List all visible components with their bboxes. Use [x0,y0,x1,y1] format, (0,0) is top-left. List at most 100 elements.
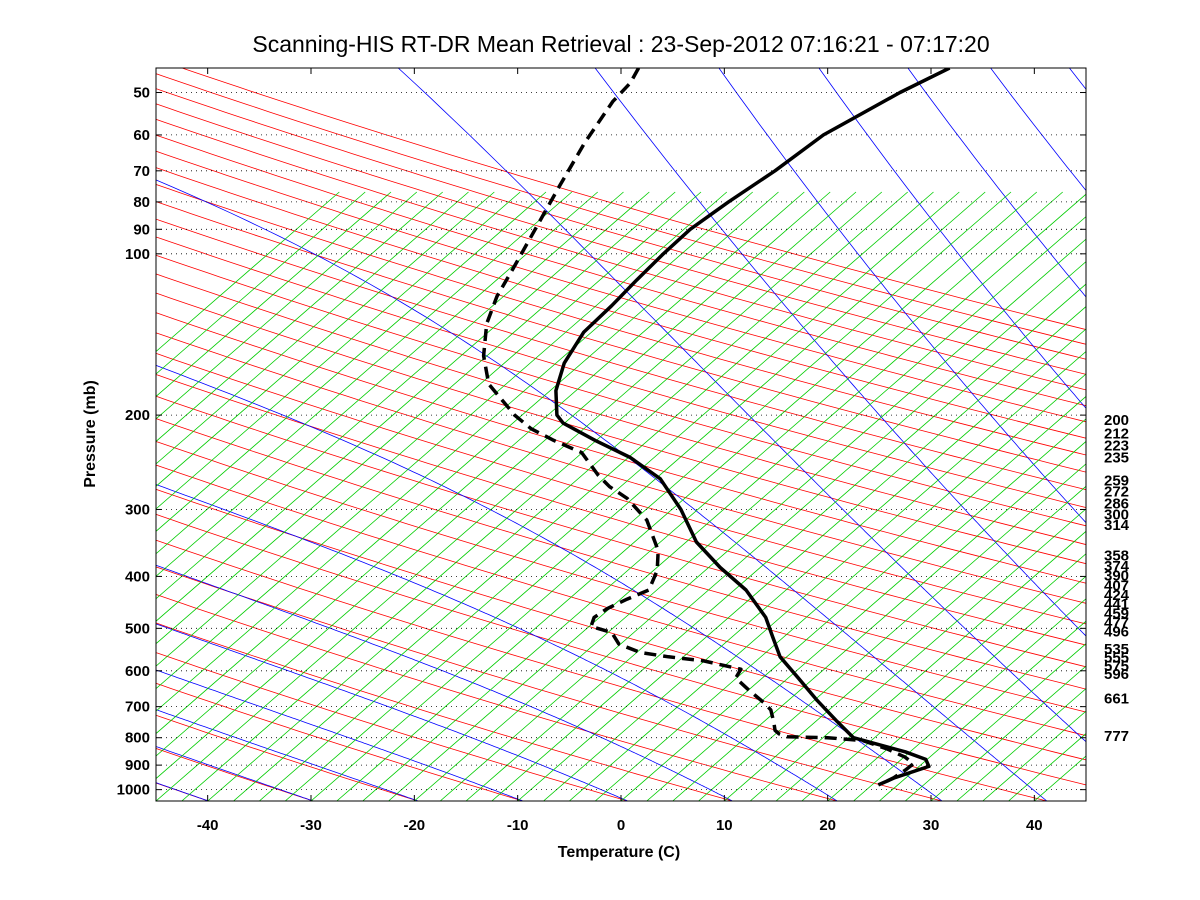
right-pressure-label: 212 [1104,426,1129,443]
right-pressure-label: 596 [1104,666,1129,683]
mixing-ratio-line [156,191,624,600]
dry-adiabat-line [156,566,943,801]
right-pressure-label: 300 [1104,507,1129,524]
mixing-ratio-line [775,530,1086,801]
dry-adiabat-line [156,513,1086,786]
mixing-ratio-line [904,643,1086,801]
right-pressure-label: 555 [1104,650,1129,667]
mixing-ratio-line [156,191,392,397]
x-tick-label: 0 [617,817,625,834]
dry-adiabat-line [156,201,1086,473]
right-pressure-label: 223 [1104,437,1129,454]
right-pressure-label: 477 [1104,614,1129,631]
moist-adiabat-line [156,746,314,801]
mixing-ratio-line [362,191,1063,801]
mixing-ratio-line [156,191,547,532]
moist-adiabat-line [1146,68,1200,801]
right-pressure-label: 286 [1104,495,1129,512]
y-tick-label: 200 [125,407,150,424]
mixing-ratio-line [569,350,1086,801]
mixing-ratio-line [156,191,366,375]
mixing-ratio-line [156,191,779,735]
dry-adiabat-line [156,622,733,801]
right-pressure-label: 259 [1104,472,1129,489]
mixing-ratio-line [156,191,443,442]
dry-adiabat-line [156,714,419,801]
right-pressure-label: 459 [1104,605,1129,622]
dry-adiabat-line [156,464,1086,737]
mixing-ratio-line [620,395,1086,801]
x-tick-label: -10 [507,817,529,834]
mixing-ratio-line [982,710,1086,801]
right-pressure-label: 314 [1104,517,1130,534]
y-tick-label: 100 [125,246,150,263]
dry-adiabat-line [156,374,1086,646]
dry-adiabat-line [156,395,1086,668]
moist-adiabat-line [156,564,733,801]
mixing-ratio-line [156,191,573,555]
mixing-ratio-line [156,191,598,577]
moist-adiabat-line [156,364,943,801]
right-pressure-label: 390 [1104,568,1129,585]
y-tick-label: 80 [133,194,150,211]
x-tick-label: 40 [1026,817,1043,834]
dry-adiabat-line [156,594,838,801]
mixing-ratio-line [233,191,934,801]
dry-adiabat-line [156,273,1086,545]
dewpoint-profile-line [481,68,916,786]
right-pressure-label: 535 [1104,641,1129,658]
y-tick-label: 60 [133,127,150,144]
dry-adiabat-line [156,488,1086,761]
y-tick-label: 70 [133,163,150,180]
thermodynamic-background-lines [156,68,1200,801]
moist-adiabat-line [594,68,1086,637]
moist-adiabat-line [990,68,1086,192]
mixing-ratio-line [156,191,676,645]
x-tick-label: -20 [403,817,425,834]
dry-adiabat-line [156,652,628,801]
dry-adiabat-line [156,134,1086,407]
pressure-gridlines [156,92,1086,790]
right-pressure-label: 777 [1104,728,1129,745]
y-tick-label: 800 [125,730,150,747]
y-tick-label: 1000 [117,782,150,799]
mixing-ratio-line [156,191,805,757]
moist-adiabat-line [156,484,838,801]
dry-adiabat-line [156,167,1086,439]
dry-adiabat-line [156,150,1086,423]
moist-adiabat-line [1069,68,1086,90]
dry-adiabat-line [156,418,1086,690]
mixing-ratio-line [543,328,1086,801]
moist-adiabat-line [156,179,1048,801]
dry-adiabat-line [156,539,1047,801]
x-axis-label: Temperature (C) [558,844,680,861]
x-tick-label: -30 [300,817,322,834]
right-pressure-label: 358 [1104,548,1129,565]
y-tick-label: 400 [125,568,150,585]
moist-adiabat-line [156,669,524,801]
mixing-ratio-line [388,193,1086,801]
mixing-ratio-line [156,191,831,780]
dry-adiabat-line [156,118,1086,391]
mixing-ratio-line [336,191,1038,801]
moist-adiabat-line [397,68,1086,743]
y-tick-label: 50 [133,85,150,102]
x-axis-ticks: -40 -30 -20 -10 0 10 20 30 40 [197,68,1043,834]
right-pressure-label: 407 [1104,578,1129,595]
x-tick-label: -40 [197,817,219,834]
mixing-ratio-line [749,508,1086,801]
right-pressure-label: 661 [1104,690,1129,707]
mixing-ratio-line [181,191,883,801]
mixing-ratio-line [156,191,702,667]
mixing-ratio-line [879,620,1086,801]
mixing-ratio-line [801,553,1086,801]
x-tick-label: 10 [716,817,733,834]
mixing-ratio-line [310,191,1012,801]
x-tick-label: 30 [923,817,940,834]
dry-adiabat-line [156,312,1086,584]
dry-adiabat-line [156,682,524,801]
mixing-ratio-line [156,191,857,801]
mixing-ratio-line [156,191,753,712]
moist-adiabat-line [156,623,628,801]
right-pressure-label: 424 [1104,587,1130,604]
